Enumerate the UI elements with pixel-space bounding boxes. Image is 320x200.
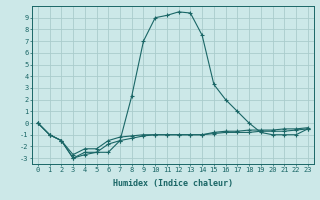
X-axis label: Humidex (Indice chaleur): Humidex (Indice chaleur)	[113, 179, 233, 188]
